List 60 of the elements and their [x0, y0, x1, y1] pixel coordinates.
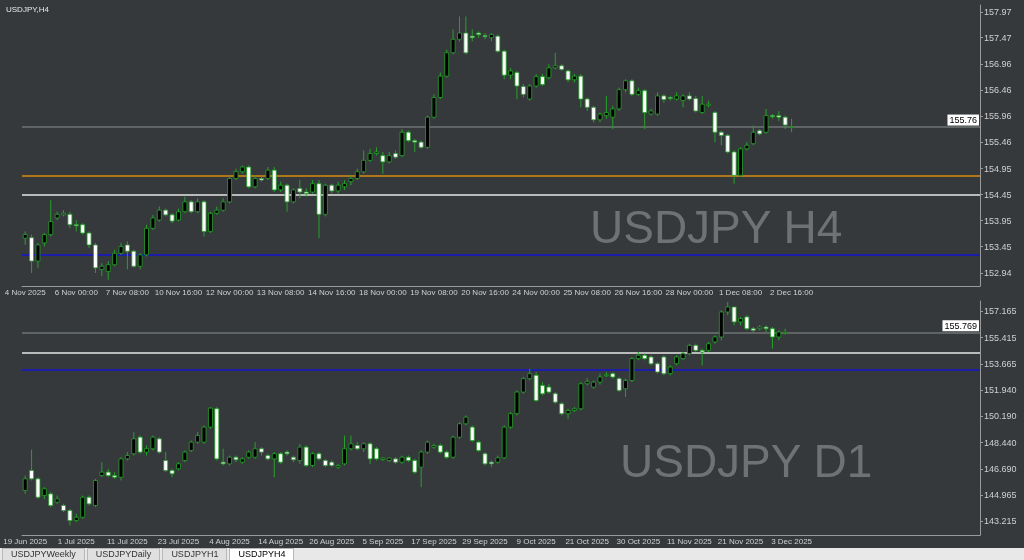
x-tick-label: 24 Nov 00:00 — [512, 287, 561, 297]
y-tick-label: 150.190 — [984, 411, 1017, 422]
y-tick-label: 143.215 — [984, 516, 1017, 527]
ref-line-label: 155.769 — [944, 320, 977, 331]
y-tick-label: 151.940 — [984, 384, 1017, 395]
x-tick-label: 7 Nov 08:00 — [105, 287, 150, 297]
x-tick-label: 21 Oct 2025 — [565, 536, 610, 546]
y-tick-label: 157.165 — [984, 306, 1017, 317]
x-tick-label: 12 Nov 00:00 — [205, 287, 254, 297]
x-tick-label: 17 Sep 2025 — [411, 536, 458, 546]
x-tick-label: 2 Dec 16:00 — [770, 287, 814, 297]
x-tick-label: 9 Oct 2025 — [516, 536, 557, 546]
candlestick — [131, 431, 137, 457]
y-tick-label: 156.46 — [984, 85, 1012, 96]
x-tick-label: 10 Nov 16:00 — [154, 287, 203, 297]
x-tick-label: 18 Nov 00:00 — [359, 287, 408, 297]
x-tick-label: 28 Nov 00:00 — [665, 287, 714, 297]
x-tick-label: 19 Jun 2025 — [3, 536, 48, 546]
x-tick-label: 1 Jul 2025 — [57, 536, 96, 546]
x-tick-label: 26 Nov 16:00 — [614, 287, 663, 297]
y-tick-label: 154.95 — [984, 163, 1012, 174]
y-tick-label: 156.96 — [984, 59, 1012, 70]
x-tick-label: 19 Nov 08:00 — [410, 287, 459, 297]
x-tick-label: 13 Nov 08:00 — [256, 287, 305, 297]
x-tick-label: 25 Nov 08:00 — [563, 287, 612, 297]
x-tick-label: 1 Dec 08:00 — [718, 287, 763, 297]
candlestick — [380, 151, 386, 175]
x-tick-label: 14 Aug 2025 — [258, 536, 304, 546]
ref-line-label: 155.76 — [949, 115, 977, 126]
x-tick-label: 20 Nov 16:00 — [461, 287, 510, 297]
x-tick-label: 21 Nov 2025 — [717, 536, 764, 546]
annotation: USDJPY H4 — [590, 201, 843, 253]
x-tick-label: 4 Aug 2025 — [209, 536, 251, 546]
x-tick-label: 11 Jul 2025 — [106, 536, 149, 546]
x-tick-label: 6 Nov 00:00 — [54, 287, 99, 297]
y-tick-label: 146.690 — [984, 463, 1017, 474]
y-tick-label: 153.95 — [984, 215, 1012, 226]
y-tick-label: 155.415 — [984, 332, 1017, 343]
x-tick-label: 26 Aug 2025 — [309, 536, 355, 546]
y-tick-label: 157.47 — [984, 32, 1012, 43]
y-tick-label: 157.97 — [984, 6, 1012, 17]
x-tick-label: 29 Sep 2025 — [462, 536, 509, 546]
x-tick-label: 11 Nov 2025 — [667, 536, 713, 546]
y-tick-label: 144.965 — [984, 489, 1017, 500]
x-tick-label: 14 Nov 16:00 — [307, 287, 357, 297]
y-tick-label: 155.46 — [984, 137, 1012, 148]
y-tick-label: 153.665 — [984, 358, 1017, 369]
annotation: USDJPY D1 — [620, 435, 873, 487]
x-tick-label: 4 Nov 2025 — [4, 287, 47, 297]
x-tick-label: 23 Jul 2025 — [157, 536, 200, 546]
x-tick-label: 5 Sep 2025 — [362, 536, 404, 546]
x-tick-label: 3 Dec 2025 — [771, 536, 813, 546]
y-tick-label: 148.440 — [984, 437, 1017, 448]
y-tick-label: 152.94 — [984, 268, 1012, 279]
y-tick-label: 155.96 — [984, 111, 1012, 122]
chart-title: USDJPY,H4 — [6, 4, 50, 14]
y-tick-label: 154.45 — [984, 189, 1012, 200]
y-tick-label: 153.45 — [984, 241, 1012, 252]
x-tick-label: 30 Oct 2025 — [616, 536, 661, 546]
tab-bar: USDJPYWeekly USDJPYDaily USDJPYH1 USDJPYH4 — [0, 548, 1024, 560]
